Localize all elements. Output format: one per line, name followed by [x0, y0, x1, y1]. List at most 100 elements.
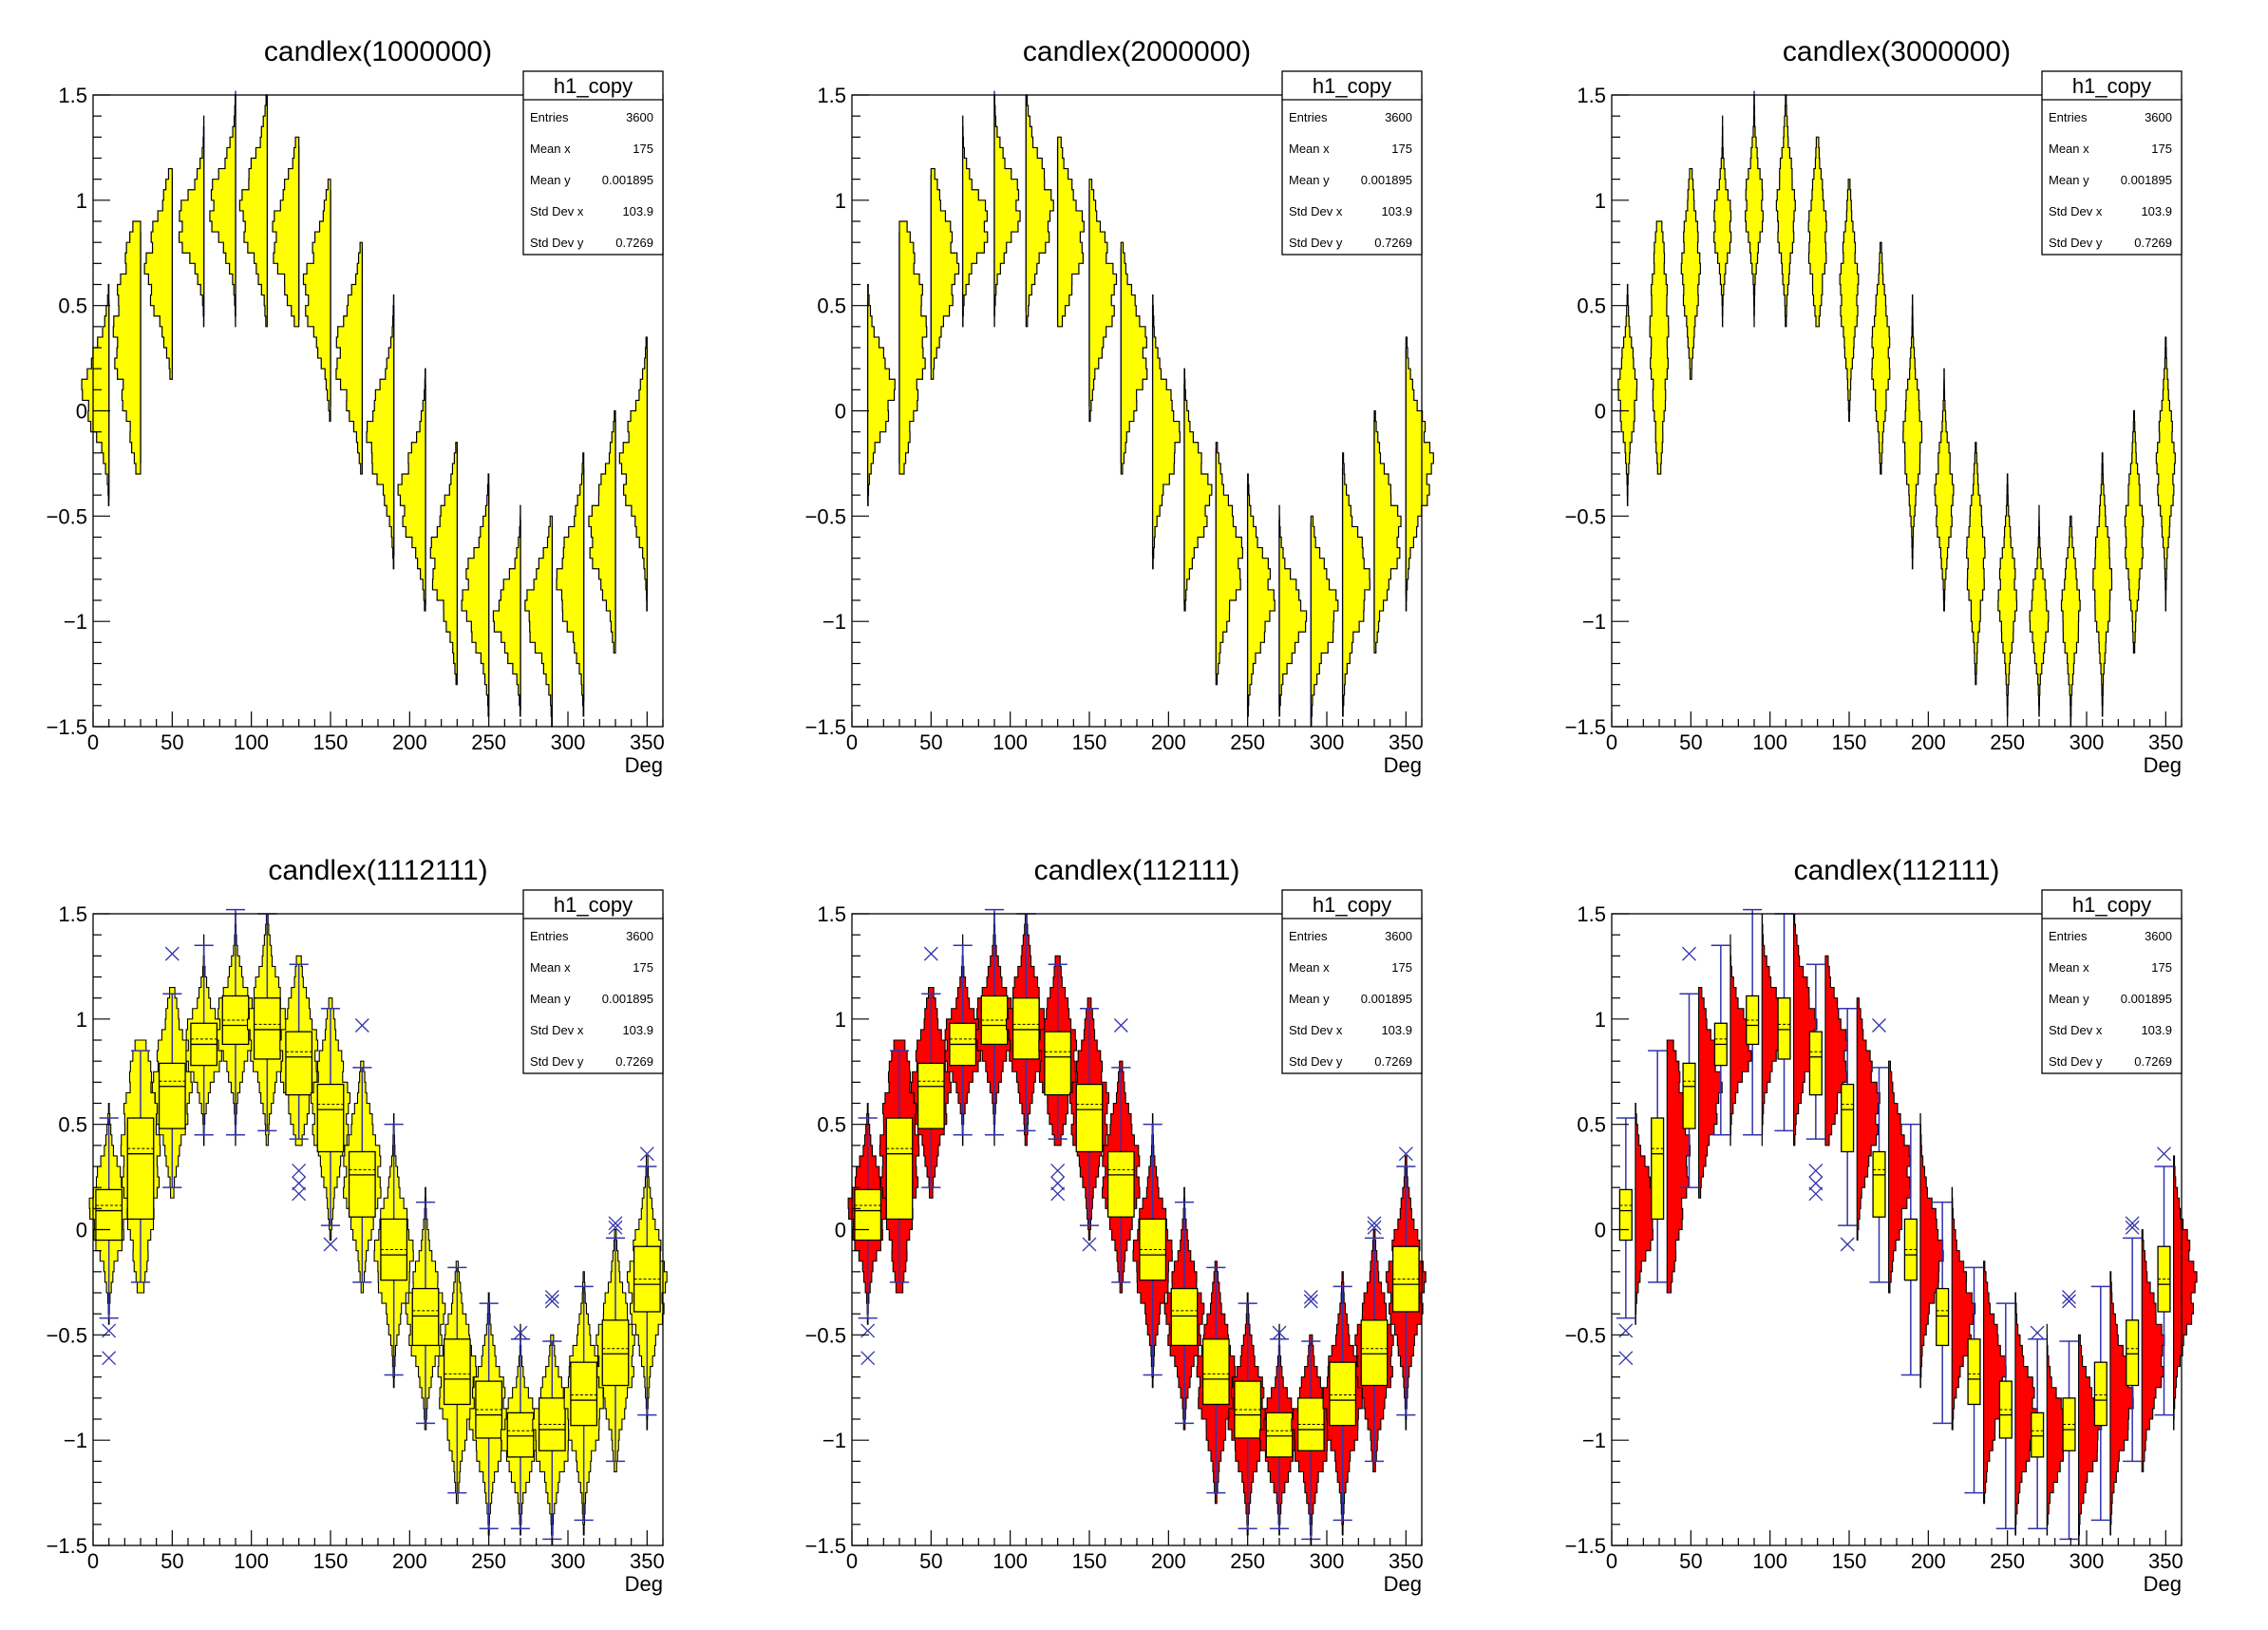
candle-10	[1933, 1186, 1976, 1431]
stats-value: 175	[2151, 142, 2172, 156]
candle-box	[411, 1287, 440, 1347]
candle-box	[158, 1062, 186, 1129]
candle-13	[1258, 1323, 1300, 1536]
y-tick-label: 1	[76, 1008, 87, 1032]
stats-label: Mean x	[1289, 142, 1330, 156]
outlier-marker	[292, 1186, 307, 1202]
candle-10	[1183, 368, 1213, 612]
candle-15	[1322, 1271, 1363, 1536]
x-tick-label: 50	[919, 730, 942, 754]
x-tick-label: 150	[1832, 1549, 1867, 1573]
stats-value: 0.001895	[602, 992, 653, 1006]
candle-16	[588, 409, 616, 654]
candle-box	[2031, 1412, 2045, 1458]
stats-value: 103.9	[622, 204, 653, 218]
x-tick-label: 150	[313, 730, 349, 754]
x-tick-label: 350	[1389, 730, 1424, 754]
stats-value: 175	[2151, 960, 2172, 975]
stats-value: 3600	[2145, 110, 2172, 124]
violin-shape	[1997, 473, 2018, 717]
outlier-marker	[2157, 1147, 2171, 1162]
candle-17	[626, 1147, 668, 1431]
candle-0	[866, 283, 896, 506]
stats-value: 175	[633, 960, 653, 975]
stats-label: Std Dev y	[2049, 1054, 2103, 1069]
x-tick-label: 300	[1310, 1549, 1345, 1573]
stats-label: Std Dev x	[530, 204, 584, 218]
candle-9	[1132, 1113, 1173, 1389]
candle-3	[185, 934, 222, 1147]
y-tick-label: 0.5	[817, 294, 846, 318]
stats-box: h1_copy Entries 3600 Mean x 175 Mean y 0.00189…	[522, 70, 664, 256]
y-tick-label: 0.5	[1577, 294, 1606, 318]
outlier-marker	[2062, 1294, 2076, 1309]
outlier-marker	[513, 1325, 528, 1340]
x-tick-label: 200	[1151, 1549, 1186, 1573]
stats-box: h1_copy Entries 3600 Mean x 175 Mean y 0.00189…	[1281, 70, 1423, 256]
chart-panel-4: candlex(1112111) 0 50 100 150 200 250 300 350Deg…	[47, 855, 668, 1596]
outlier-marker	[2125, 1220, 2140, 1235]
candle-7	[1068, 997, 1110, 1252]
stats-box-frame	[2041, 889, 2183, 1074]
stats-label: Entries	[2049, 110, 2088, 124]
outlier-marker	[860, 1351, 876, 1366]
candle-4	[1745, 90, 1764, 328]
y-tick-label: 1.5	[1577, 902, 1606, 926]
y-tick-label: 1	[1595, 189, 1606, 213]
y-tick-label: 1.5	[817, 902, 846, 926]
chart-title: candlex(1112111)	[268, 855, 487, 886]
candle-5	[238, 94, 269, 328]
candle-15	[1341, 452, 1370, 717]
violin-shape	[238, 94, 268, 328]
x-tick-label: 0	[87, 730, 99, 754]
chart-panel-3: candlex(3000000) 0 50 100 150 200 250 300 350Deg…	[1565, 36, 2183, 777]
violin-shape	[2155, 336, 2176, 612]
violin-shape	[2060, 515, 2081, 728]
chart-title: candlex(112111)	[1034, 855, 1240, 886]
candle-box	[601, 1319, 630, 1387]
candle-11	[437, 1260, 478, 1505]
violin-shape	[366, 294, 395, 570]
candle-7	[1838, 997, 1881, 1252]
candle-box	[570, 1361, 598, 1427]
y-tick-label: −1.5	[47, 715, 87, 739]
chart-title: candlex(3000000)	[1783, 36, 2011, 67]
candle-10	[397, 368, 426, 612]
violin-shape	[2141, 1228, 2165, 1472]
x-tick-label: 50	[1679, 730, 1702, 754]
x-tick-label: 300	[1310, 730, 1345, 754]
stats-value: 0.7269	[1374, 236, 1412, 250]
candle-17	[2154, 1147, 2198, 1431]
stats-value: 103.9	[622, 1023, 653, 1037]
chart-panel-2: candlex(2000000) 0 50 100 150 200 250 300 350Deg…	[805, 36, 1434, 777]
violin-shape	[1698, 987, 1723, 1199]
violin-shape	[1215, 442, 1243, 686]
candle-box	[980, 995, 1009, 1046]
violin-shape	[556, 452, 585, 717]
candle-10	[405, 1186, 446, 1431]
violin-shape	[2029, 504, 2050, 717]
outlier-marker	[923, 946, 938, 961]
y-tick-label: 1.5	[58, 84, 87, 107]
candle-17	[1405, 336, 1434, 612]
candle-17	[618, 336, 649, 612]
candle-6	[1805, 955, 1848, 1202]
y-tick-label: −0.5	[805, 1323, 846, 1347]
candle-box	[1391, 1245, 1420, 1313]
candle-5	[1025, 94, 1054, 328]
x-tick-label: 250	[471, 1549, 506, 1573]
candle-box	[253, 997, 281, 1060]
candle-7	[1088, 179, 1118, 423]
outlier-marker	[1808, 1186, 1824, 1202]
candle-box	[1075, 1083, 1104, 1153]
candle-box	[633, 1245, 661, 1313]
x-tick-label: 100	[1752, 730, 1787, 754]
candle-5	[1006, 913, 1047, 1147]
violin-shape	[1807, 136, 1827, 328]
candle-13	[1278, 504, 1308, 717]
violin-shape	[272, 136, 300, 328]
violin-shape	[112, 220, 142, 475]
violin-shape	[2109, 1271, 2134, 1536]
y-tick-label: −1	[822, 610, 846, 634]
candle-10	[1934, 368, 1955, 612]
